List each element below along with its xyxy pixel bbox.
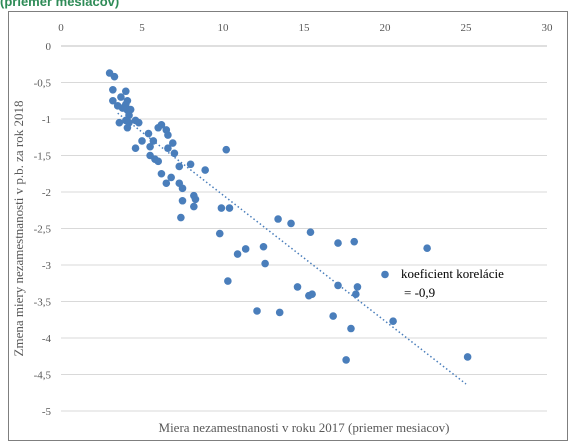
- x-axis-title: Miera nezamestnanosti v roku 2017 (priem…: [159, 420, 450, 435]
- data-points: [105, 69, 472, 364]
- data-point: [389, 317, 397, 326]
- y-tick-labels: 0 -0,5 -1 -1,5 -2 -2,5 -3 -3,5 -4 -4,5 -5: [34, 41, 52, 418]
- x-tick-label: 15: [299, 22, 311, 34]
- correlation-annotation-line2: = -0,9: [404, 285, 435, 300]
- data-point: [350, 237, 359, 246]
- data-point: [293, 283, 302, 291]
- data-point: [177, 213, 185, 222]
- data-point: [253, 307, 261, 315]
- y-tick-label: -2,5: [34, 224, 52, 236]
- y-tick-label: -1: [42, 114, 51, 126]
- data-point: [110, 72, 119, 81]
- data-point: [154, 157, 162, 166]
- data-point: [134, 118, 143, 127]
- y-axis-title: Zmena miery nezamestnanosti v p.b. za ro…: [11, 101, 26, 357]
- y-tick-label: -1,5: [34, 151, 52, 163]
- data-point: [164, 144, 172, 152]
- correlation-annotation-line1: koeficient korelácie: [401, 266, 504, 281]
- data-point: [352, 290, 360, 299]
- x-tick-label: 25: [461, 22, 473, 34]
- x-tick-label: 0: [58, 22, 64, 34]
- data-point: [287, 219, 295, 228]
- data-point: [115, 118, 124, 127]
- y-tick-label: -0,5: [34, 78, 52, 90]
- data-point: [215, 229, 224, 238]
- y-tick-label: -3,5: [34, 297, 52, 309]
- data-point: [138, 137, 146, 145]
- x-tick-label: 20: [380, 22, 392, 34]
- x-tick-label: 5: [139, 22, 145, 34]
- data-point: [224, 277, 232, 285]
- y-tick-label: -2: [42, 187, 51, 199]
- data-point: [306, 228, 315, 236]
- data-point: [162, 179, 171, 188]
- gridlines: [61, 82, 547, 412]
- data-point: [423, 244, 431, 253]
- cropped-caption-text: (priemer mesiacov): [0, 0, 120, 9]
- data-point: [167, 173, 175, 182]
- y-tick-label: -3: [42, 260, 52, 272]
- x-tick-label: 30: [542, 22, 554, 34]
- data-point: [329, 312, 337, 320]
- data-point: [225, 204, 234, 212]
- data-point: [342, 356, 350, 364]
- data-point: [126, 105, 135, 114]
- y-tick-label: -5: [42, 406, 52, 418]
- data-point: [233, 250, 242, 258]
- y-tick-label: 0: [46, 41, 52, 53]
- data-point: [149, 137, 158, 145]
- data-point: [164, 131, 172, 139]
- x-tick-labels: 0 5 10 15 20 25 30: [58, 22, 553, 34]
- x-tick-label: 10: [218, 22, 230, 34]
- data-point: [186, 160, 195, 169]
- data-point: [463, 353, 472, 361]
- data-point: [190, 202, 198, 211]
- data-point: [157, 121, 166, 129]
- data-point: [109, 86, 117, 94]
- data-point: [308, 290, 316, 299]
- data-point: [117, 93, 125, 101]
- data-point: [123, 123, 132, 132]
- data-point: [170, 149, 179, 158]
- data-point: [146, 142, 154, 151]
- trendline: [117, 112, 467, 385]
- data-point: [178, 184, 187, 193]
- data-point: [259, 242, 268, 251]
- data-point: [175, 162, 184, 171]
- data-point: [201, 166, 209, 174]
- scatter-chart: 0 5 10 15 20 25 30 0 -0,5 -1 -1,5 -2 -2,5 -3 -3,5 -4 -4…: [11, 22, 553, 435]
- data-point: [178, 196, 187, 205]
- data-point: [122, 87, 130, 96]
- data-point: [157, 169, 166, 178]
- data-point: [144, 129, 153, 138]
- data-point: [274, 215, 282, 223]
- data-point: [109, 96, 117, 105]
- data-point: [222, 145, 231, 154]
- data-point: [334, 239, 342, 247]
- data-point: [131, 144, 140, 152]
- data-point: [347, 324, 355, 333]
- chart-area: 0 5 10 15 20 25 30 0 -0,5 -1 -1,5 -2 -2,5 -3 -3,5 -4 -4…: [8, 11, 568, 441]
- data-point: [168, 139, 177, 147]
- data-point: [241, 245, 250, 253]
- y-tick-label: -4: [42, 333, 52, 345]
- data-point: [334, 281, 342, 290]
- data-point: [275, 308, 284, 317]
- data-point: [353, 283, 362, 291]
- data-point: [217, 204, 226, 212]
- data-point: [261, 259, 269, 268]
- data-point: [191, 195, 200, 204]
- y-tick-label: -4,5: [34, 370, 52, 382]
- data-point: [381, 270, 389, 279]
